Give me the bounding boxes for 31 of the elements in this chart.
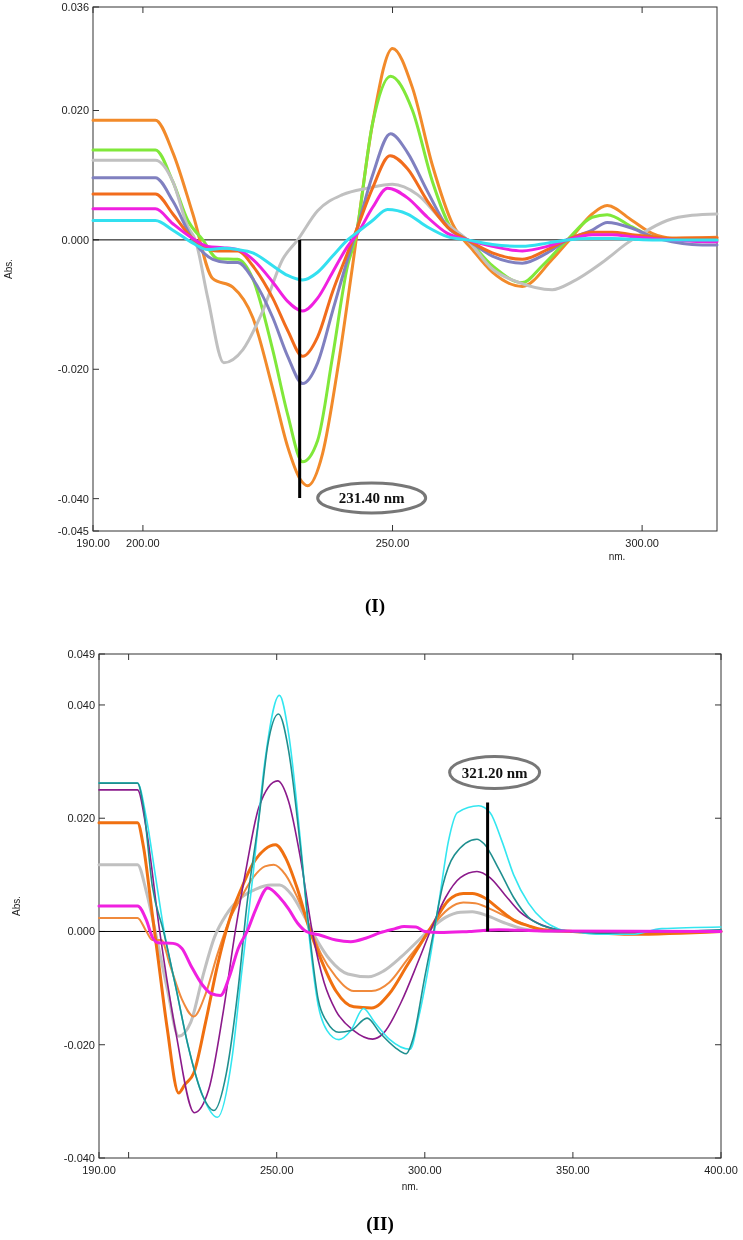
x-axis-title: nm.	[608, 551, 626, 562]
x-tick-label: 300.00	[407, 1164, 442, 1176]
y-tick-label: -0.020	[63, 1038, 95, 1051]
x-tick-label: 190.00	[82, 1164, 116, 1176]
ref-line-label: 321.20 nm	[461, 764, 529, 781]
x-tick-label: 200.00	[126, 537, 160, 549]
text: (II)	[366, 1213, 394, 1235]
y-tick-label: -0.040	[57, 492, 89, 505]
y-tick-label: 0.036	[61, 0, 89, 13]
ref-line-label: 231.40 nm	[338, 490, 406, 507]
x-tick-label: 350.00	[556, 1164, 590, 1176]
y-tick-label: 0.020	[61, 104, 89, 117]
text: (I)	[364, 595, 386, 617]
y-axis-title: Abs.	[3, 258, 14, 280]
y-tick-label: 0.000	[61, 233, 89, 246]
y-tick-label: 0.000	[67, 925, 95, 938]
x-axis-title: nm.	[401, 1181, 419, 1192]
x-tick-label: 300.00	[625, 537, 659, 549]
x-tick-label: 400.00	[704, 1164, 738, 1176]
y-tick-label: -0.020	[57, 363, 89, 376]
y-tick-label: 0.049	[67, 647, 95, 660]
y-axis-title: Abs.	[11, 895, 22, 917]
y-tick-label: 0.020	[67, 812, 95, 825]
x-tick-label: 190.00	[76, 537, 110, 549]
x-tick-label: 250.00	[375, 537, 410, 549]
line-series	[97, 886, 723, 997]
y-tick-label: 0.040	[67, 698, 95, 711]
x-tick-label: 250.00	[259, 1164, 294, 1176]
line-series	[91, 207, 719, 282]
y-tick-label: -0.040	[63, 1151, 95, 1164]
y-tick-label: -0.045	[57, 524, 89, 537]
